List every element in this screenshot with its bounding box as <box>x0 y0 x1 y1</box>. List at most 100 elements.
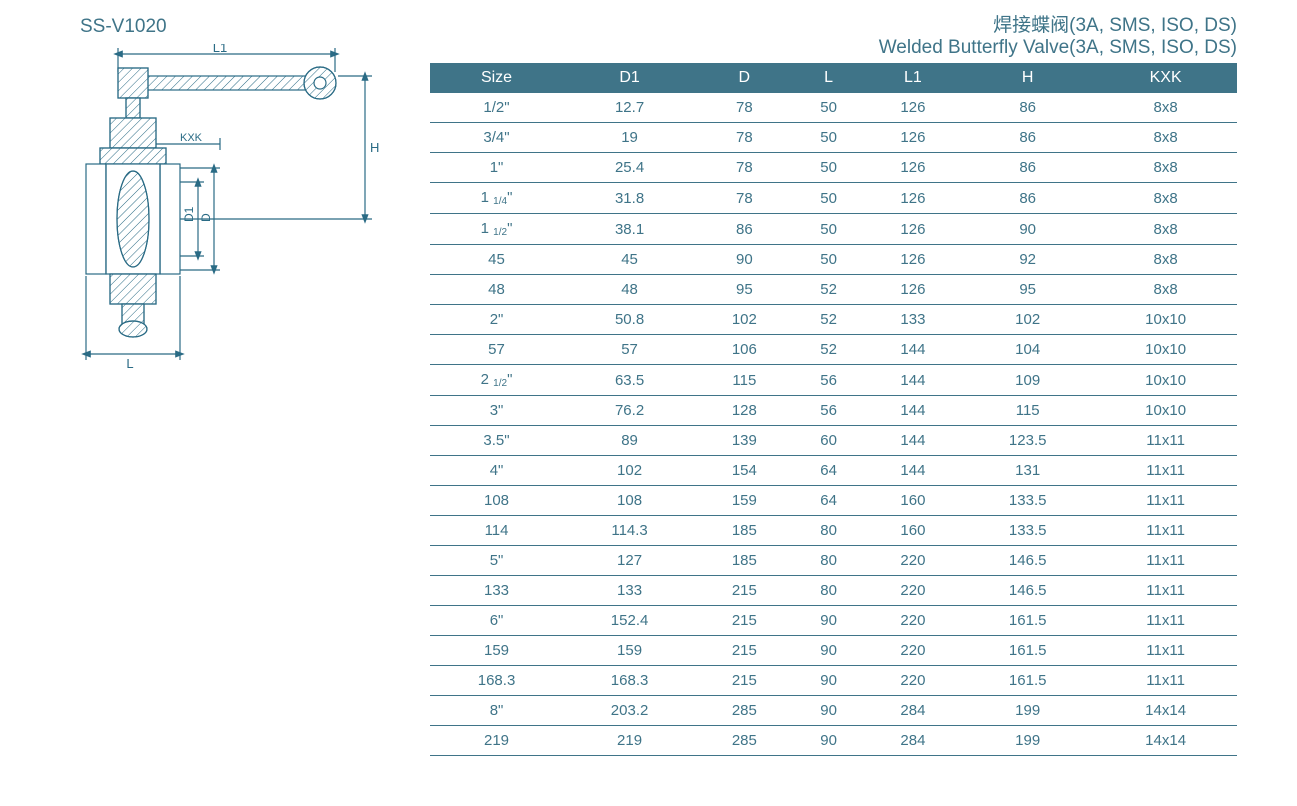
spec-table-body: 1/2"12.77850126868x83/4"197850126868x81"… <box>430 93 1237 756</box>
cell: 220 <box>865 636 961 666</box>
cell: 50 <box>793 93 865 123</box>
cell: 220 <box>865 606 961 636</box>
cell: 78 <box>696 93 792 123</box>
model-label: SS-V1020 <box>80 16 390 38</box>
cell: 220 <box>865 576 961 606</box>
cell: 126 <box>865 93 961 123</box>
cell: 133 <box>430 576 563 606</box>
table-row: 3"76.21285614411510x10 <box>430 396 1237 426</box>
table-row: 57571065214410410x10 <box>430 335 1237 365</box>
cell: 90 <box>696 245 792 275</box>
cell: 144 <box>865 396 961 426</box>
left-column: SS-V1020 <box>80 10 390 756</box>
table-row: 10810815964160133.511x11 <box>430 486 1237 516</box>
cell: 133.5 <box>961 516 1094 546</box>
cell: 199 <box>961 726 1094 756</box>
cell: 4" <box>430 456 563 486</box>
cell: 11x11 <box>1094 426 1237 456</box>
table-row: 45459050126928x8 <box>430 245 1237 275</box>
cell: 50.8 <box>563 305 696 335</box>
cell: 8x8 <box>1094 183 1237 214</box>
table-row: 1"25.47850126868x8 <box>430 153 1237 183</box>
cell: 80 <box>793 576 865 606</box>
cell: 8x8 <box>1094 153 1237 183</box>
title-block: 焊接蝶阀(3A, SMS, ISO, DS) Welded Butterfly … <box>430 10 1237 59</box>
cell: 11x11 <box>1094 636 1237 666</box>
cell: 11x11 <box>1094 576 1237 606</box>
cell: 11x11 <box>1094 606 1237 636</box>
cell: 131 <box>961 456 1094 486</box>
cell: 185 <box>696 516 792 546</box>
cell: 108 <box>430 486 563 516</box>
cell: 220 <box>865 666 961 696</box>
cell: 109 <box>961 365 1094 396</box>
right-column: 焊接蝶阀(3A, SMS, ISO, DS) Welded Butterfly … <box>430 10 1237 756</box>
table-row: 48489552126958x8 <box>430 275 1237 305</box>
cell: 8x8 <box>1094 123 1237 153</box>
cell: 154 <box>696 456 792 486</box>
cell: 14x14 <box>1094 726 1237 756</box>
cell: 10x10 <box>1094 365 1237 396</box>
page: SS-V1020 <box>0 0 1297 766</box>
cell: 78 <box>696 183 792 214</box>
cell: 126 <box>865 245 961 275</box>
cell: 10x10 <box>1094 335 1237 365</box>
col-kxk: KXK <box>1094 63 1237 93</box>
cell: 86 <box>961 183 1094 214</box>
cell: 50 <box>793 245 865 275</box>
cell: 90 <box>793 696 865 726</box>
cell: 159 <box>696 486 792 516</box>
cell: 1/2" <box>430 93 563 123</box>
cell: 8x8 <box>1094 275 1237 305</box>
cell: 38.1 <box>563 214 696 245</box>
cell: 160 <box>865 486 961 516</box>
cell: 19 <box>563 123 696 153</box>
cell: 215 <box>696 576 792 606</box>
cell: 8x8 <box>1094 93 1237 123</box>
cell: 203.2 <box>563 696 696 726</box>
cell: 144 <box>865 426 961 456</box>
table-row: 5"12718580220146.511x11 <box>430 546 1237 576</box>
cell: 106 <box>696 335 792 365</box>
cell: 31.8 <box>563 183 696 214</box>
cell: 63.5 <box>563 365 696 396</box>
cell: 144 <box>865 335 961 365</box>
cell: 90 <box>793 666 865 696</box>
cell: 139 <box>696 426 792 456</box>
cell: 57 <box>430 335 563 365</box>
cell: 86 <box>961 153 1094 183</box>
cell: 2 1/2" <box>430 365 563 396</box>
cell: 199 <box>961 696 1094 726</box>
cell: 8x8 <box>1094 214 1237 245</box>
cell: 11x11 <box>1094 456 1237 486</box>
cell: 89 <box>563 426 696 456</box>
cell: 64 <box>793 456 865 486</box>
cell: 115 <box>961 396 1094 426</box>
cell: 161.5 <box>961 666 1094 696</box>
cell: 127 <box>563 546 696 576</box>
cell: 52 <box>793 335 865 365</box>
cell: 284 <box>865 726 961 756</box>
cell: 90 <box>793 636 865 666</box>
cell: 102 <box>563 456 696 486</box>
col-size: Size <box>430 63 563 93</box>
cell: 11x11 <box>1094 486 1237 516</box>
cell: 50 <box>793 183 865 214</box>
table-row: 15915921590220161.511x11 <box>430 636 1237 666</box>
cell: 10x10 <box>1094 305 1237 335</box>
spec-table-head: SizeD1DLL1HKXK <box>430 63 1237 93</box>
cell: 8x8 <box>1094 245 1237 275</box>
table-row: 13313321580220146.511x11 <box>430 576 1237 606</box>
table-row: 3.5"8913960144123.511x11 <box>430 426 1237 456</box>
cell: 220 <box>865 546 961 576</box>
cell: 219 <box>430 726 563 756</box>
cell: 114 <box>430 516 563 546</box>
cell: 126 <box>865 123 961 153</box>
cell: 168.3 <box>563 666 696 696</box>
cell: 159 <box>563 636 696 666</box>
cell: 86 <box>696 214 792 245</box>
cell: 45 <box>430 245 563 275</box>
dim-d: D <box>199 213 213 222</box>
cell: 78 <box>696 123 792 153</box>
cell: 1" <box>430 153 563 183</box>
